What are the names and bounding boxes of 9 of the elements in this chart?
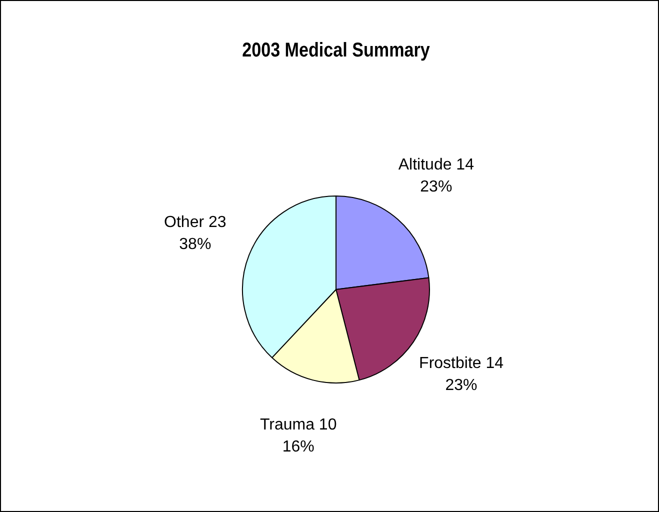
slice-label: Frostbite 14 <box>419 355 504 372</box>
slice-label: Trauma 10 <box>260 416 337 434</box>
data-label: 16% <box>282 438 314 456</box>
data-label: 38% <box>179 236 212 254</box>
data-label: 23% <box>420 178 452 196</box>
slice-label: Altitude 14 <box>398 156 474 174</box>
slice-label: Other 23 <box>164 214 226 232</box>
chart-title: 2003 Medical Summary <box>242 38 431 61</box>
data-label: 23% <box>445 377 478 394</box>
